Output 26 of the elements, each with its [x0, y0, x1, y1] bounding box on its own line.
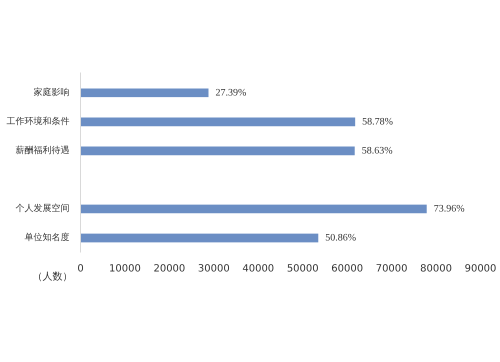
x-tick-label: 70000 — [376, 264, 408, 274]
annotation: 27.39% — [216, 87, 246, 98]
x-tick-label: 80000 — [420, 264, 452, 274]
x-tick-label: 20000 — [153, 264, 186, 274]
bar — [80, 88, 208, 98]
x-tick-label: 60000 — [331, 264, 364, 274]
x-axis-title: （人数） — [32, 272, 72, 282]
annotation: 50.86% — [325, 232, 356, 244]
annotation: 58.78% — [362, 116, 394, 128]
y-tick-label: 工作环境和条件 — [6, 116, 70, 127]
y-tick-label: 家庭影响 — [34, 86, 70, 98]
bar — [80, 118, 356, 126]
annotation: 73.96% — [434, 203, 465, 214]
bar — [80, 146, 355, 156]
y-tick-label: 个人发展空间 — [16, 202, 70, 214]
x-tick-label: 30000 — [198, 264, 230, 274]
bar — [80, 234, 318, 242]
x-tick-label: 10000 — [109, 264, 141, 274]
x-tick-label: 40000 — [242, 264, 274, 274]
x-tick-label: 50000 — [286, 264, 319, 274]
annotation: 58.63% — [362, 145, 393, 156]
y-tick-label: 单位知名度 — [24, 232, 70, 243]
x-tick-label: 90000 — [464, 264, 496, 274]
bar — [80, 204, 427, 214]
y-tick-label: 薪酬福利待遇 — [16, 144, 70, 156]
x-tick-label: 0 — [77, 264, 84, 274]
